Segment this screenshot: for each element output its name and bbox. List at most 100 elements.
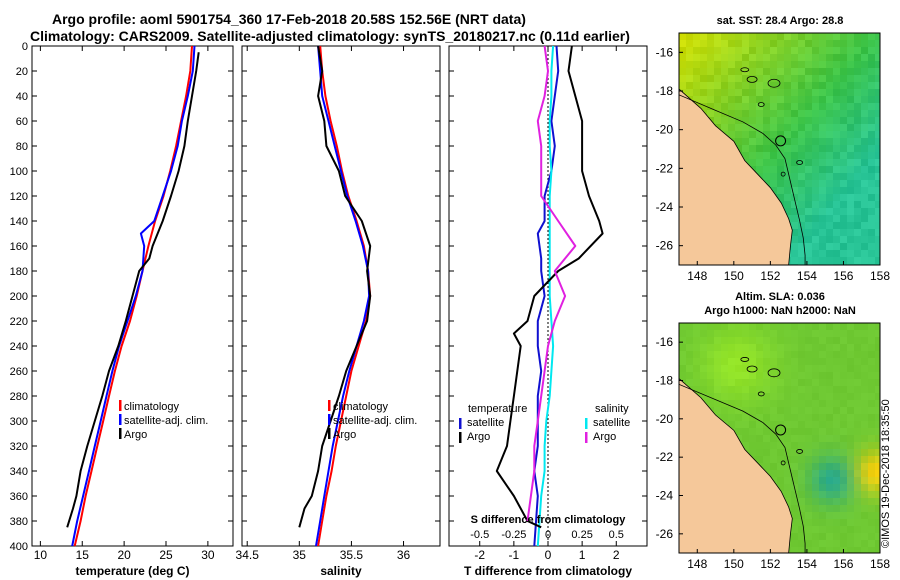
map-cell [735,358,742,365]
map-cell [819,117,826,124]
map-cell [854,103,861,110]
map-cell [798,138,805,145]
map-cell [861,110,868,117]
map-cell [798,358,805,365]
map-cell [812,222,819,229]
map-cell [777,187,784,194]
map-cell [798,526,805,533]
map-cell [805,449,812,456]
sal-legend-swatch [328,428,331,439]
map-cell [728,61,735,68]
map-cell [686,68,693,75]
map-cell [798,131,805,138]
map-cell [770,449,777,456]
map-cell [847,435,854,442]
map-cell [777,477,784,484]
map-cell [868,54,875,61]
map-cell [798,124,805,131]
map-cell [763,96,770,103]
map-cell [791,421,798,428]
map-cell [819,194,826,201]
map-ytick-label: -20 [656,123,674,137]
map-cell [840,187,847,194]
salinity-diff-axis-label: S difference from climatology [471,514,627,526]
map-cell [770,131,777,138]
map-cell [714,393,721,400]
map-cell [798,222,805,229]
map-cell [826,456,833,463]
map-cell [826,365,833,372]
map-cell [735,96,742,103]
map-cell [749,117,756,124]
map-cell [840,414,847,421]
map-cell [784,89,791,96]
map-cell [791,173,798,180]
map-cell [735,421,742,428]
map-cell [812,547,819,553]
map-cell [854,152,861,159]
map-cell [714,40,721,47]
sal-axis-label: salinity [320,564,362,578]
map-cell [805,82,812,89]
map-cell [686,89,693,96]
map-cell [791,68,798,75]
map-cell [819,145,826,152]
map-cell [833,208,840,215]
map-cell [763,61,770,68]
map-cell [805,414,812,421]
map-cell [875,159,880,166]
map-cell [714,379,721,386]
temp-legend-label: satellite-adj. clim. [124,415,208,427]
map-cell [840,236,847,243]
map-cell [840,533,847,540]
map-cell [728,386,735,393]
map-cell [686,75,693,82]
map-cell [875,47,880,54]
map-cell [784,386,791,393]
map-cell [833,393,840,400]
map-cell [861,330,868,337]
map-cell [840,47,847,54]
map-cell [833,110,840,117]
map-cell [693,372,700,379]
map-cell [847,505,854,512]
map-cell [777,358,784,365]
map-cell [833,407,840,414]
map-cell [742,138,749,145]
map-cell [784,463,791,470]
map-cell [798,365,805,372]
map-cell [805,33,812,40]
map-cell [784,358,791,365]
map-cell [819,330,826,337]
map-cell [791,138,798,145]
map-cell [847,152,854,159]
map-cell [819,47,826,54]
map-cell [805,103,812,110]
map-cell [847,519,854,526]
map-cell [875,442,880,449]
map-cell [868,173,875,180]
map-cell [714,337,721,344]
map-cell [798,68,805,75]
map-cell [847,96,854,103]
map-cell [812,470,819,477]
map-cell [812,505,819,512]
map-cell [770,47,777,54]
map-cell [854,208,861,215]
map-cell [770,463,777,470]
depth-tick-label: 400 [10,541,28,553]
map-cell [791,498,798,505]
map-cell [742,428,749,435]
map-cell [854,229,861,236]
sal-xtick-label: 35.5 [340,548,364,562]
map-cell [749,442,756,449]
map-cell [700,372,707,379]
map-cell [770,61,777,68]
map-cell [763,449,770,456]
map-cell [777,330,784,337]
map-cell [875,351,880,358]
map-cell [847,547,854,553]
map-cell [798,477,805,484]
map-cell [742,40,749,47]
map-cell [826,194,833,201]
